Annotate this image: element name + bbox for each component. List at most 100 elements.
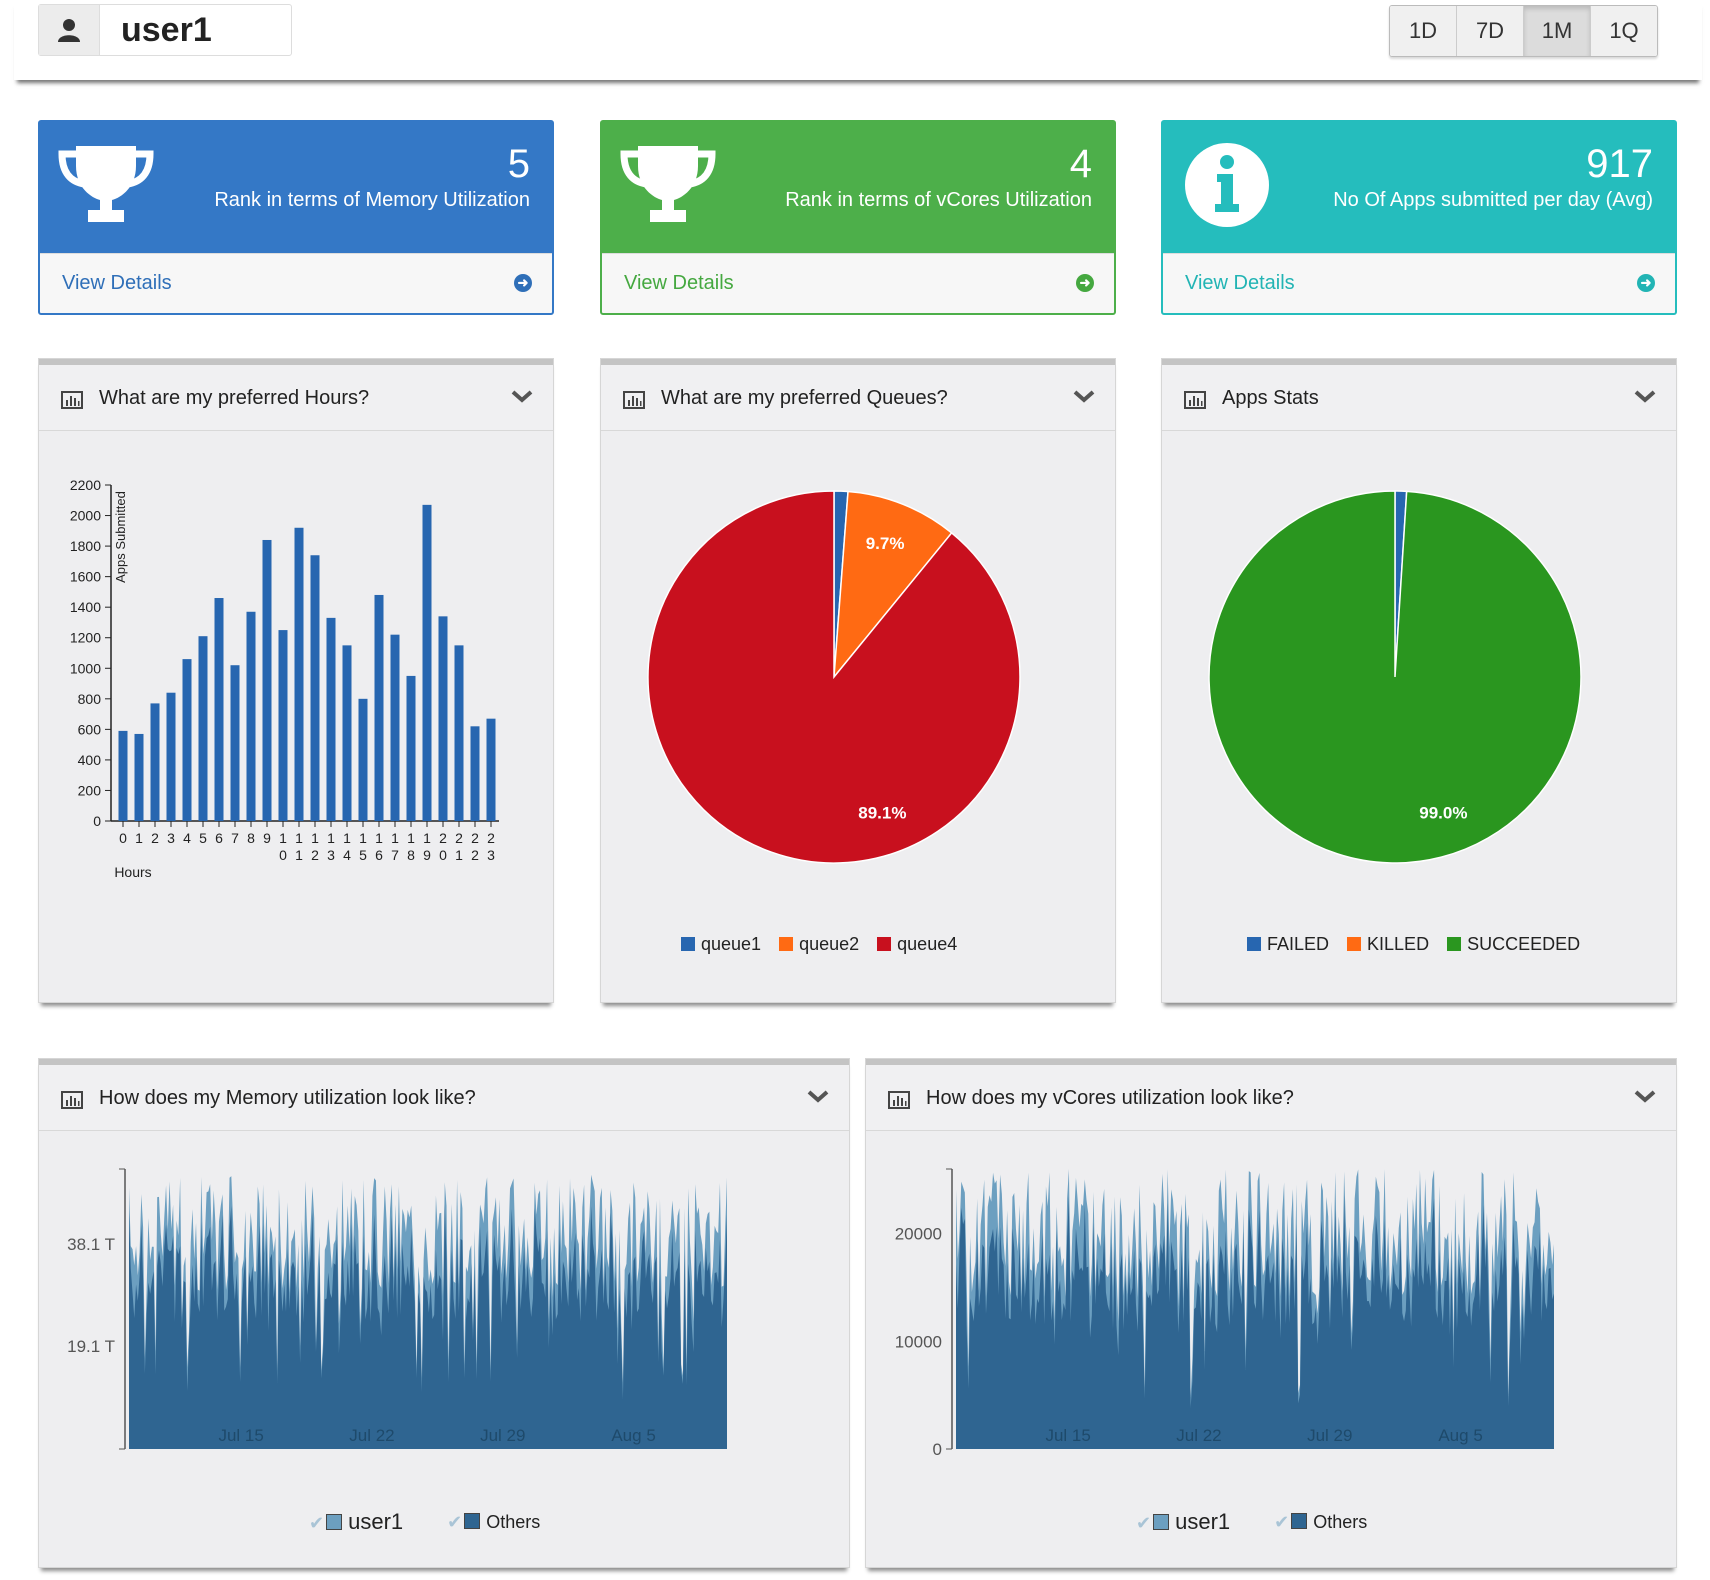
bar bbox=[263, 540, 272, 821]
legend-item[interactable]: ✔ user1 bbox=[1136, 1509, 1230, 1535]
bar-chart-icon bbox=[61, 391, 83, 409]
bar bbox=[295, 528, 304, 821]
x-tick-label: 7 bbox=[231, 830, 239, 846]
y-tick-label: 2000 bbox=[70, 508, 101, 524]
check-icon[interactable]: ✔ bbox=[447, 1512, 462, 1532]
vcores-utilization-panel: How does my vCores utilization look like… bbox=[865, 1058, 1677, 1568]
legend-label: queue1 bbox=[701, 934, 761, 954]
vcores-rank-header: 4 Rank in terms of vCores Utilization bbox=[602, 122, 1114, 253]
apps-per-day-label: No Of Apps submitted per day (Avg) bbox=[1333, 189, 1653, 212]
period-button-1d[interactable]: 1D bbox=[1390, 6, 1457, 56]
memory-rank-value: 5 bbox=[508, 142, 530, 187]
legend-item[interactable]: ✔ Others bbox=[1274, 1512, 1367, 1533]
y-tick-label: 200 bbox=[78, 782, 102, 798]
panel-header: How does my Memory utilization look like… bbox=[39, 1059, 849, 1131]
legend-item[interactable]: ✔ user1 bbox=[309, 1509, 403, 1535]
vcores-rank-footer[interactable]: View Details ➜ bbox=[602, 253, 1114, 313]
bar bbox=[439, 616, 448, 821]
panel-header: What are my preferred Hours? bbox=[39, 359, 553, 431]
bar bbox=[407, 676, 416, 821]
arrow-right-icon[interactable]: ➜ bbox=[1637, 274, 1655, 292]
legend-label: SUCCEEDED bbox=[1467, 934, 1580, 954]
bar-chart-icon bbox=[1184, 391, 1206, 409]
legend-item[interactable]: queue4 bbox=[877, 934, 957, 955]
user-box: user1 bbox=[38, 4, 292, 56]
chevron-down-icon[interactable] bbox=[511, 385, 533, 407]
period-selector: 1D 7D 1M 1Q bbox=[1389, 5, 1658, 57]
legend-item[interactable]: queue1 bbox=[681, 934, 761, 955]
x-tick-label: 8 bbox=[247, 830, 255, 846]
bar bbox=[391, 635, 400, 821]
bar bbox=[311, 555, 320, 821]
queues-legend: queue1 queue2 queue4 bbox=[681, 934, 957, 955]
x-tick-label: 16 bbox=[375, 830, 383, 863]
legend-item[interactable]: FAILED bbox=[1247, 934, 1329, 955]
chevron-down-icon[interactable] bbox=[1634, 1085, 1656, 1107]
check-icon[interactable]: ✔ bbox=[309, 1513, 324, 1533]
pie-label: 99.0% bbox=[1419, 803, 1467, 822]
legend-item[interactable]: KILLED bbox=[1347, 934, 1429, 955]
legend-label: Others bbox=[486, 1512, 540, 1532]
chevron-down-icon[interactable] bbox=[1634, 385, 1656, 407]
legend-item[interactable]: SUCCEEDED bbox=[1447, 934, 1580, 955]
y-axis-label: Apps Submitted bbox=[113, 491, 128, 583]
chevron-down-icon[interactable] bbox=[1073, 385, 1095, 407]
memory-rank-header: 5 Rank in terms of Memory Utilization bbox=[40, 122, 552, 253]
legend-swatch bbox=[1347, 937, 1361, 951]
legend-item[interactable]: ✔ Others bbox=[447, 1512, 540, 1533]
bar bbox=[343, 645, 352, 821]
preferred-queues-panel: What are my preferred Queues? 9.7% 89.1% … bbox=[600, 358, 1116, 1003]
x-tick-label: Jul 15 bbox=[1045, 1426, 1090, 1445]
legend-item[interactable]: queue2 bbox=[779, 934, 859, 955]
apps-per-day-header: 917 No Of Apps submitted per day (Avg) bbox=[1163, 122, 1675, 253]
y-tick-label: 1600 bbox=[70, 569, 101, 585]
check-icon[interactable]: ✔ bbox=[1274, 1512, 1289, 1532]
vcores-rank-label: Rank in terms of vCores Utilization bbox=[785, 189, 1092, 212]
legend-swatch bbox=[1153, 1514, 1169, 1530]
legend-swatch bbox=[877, 937, 891, 951]
check-icon[interactable]: ✔ bbox=[1136, 1513, 1151, 1533]
bar bbox=[471, 726, 480, 821]
y-tick-label: 600 bbox=[78, 721, 102, 737]
trophy-icon bbox=[620, 140, 716, 230]
x-tick-label: Jul 29 bbox=[480, 1426, 525, 1445]
preferred-hours-panel: What are my preferred Hours? 0 200 400 600 8… bbox=[38, 358, 554, 1003]
period-button-7d[interactable]: 7D bbox=[1457, 6, 1524, 56]
legend-label: Others bbox=[1313, 1512, 1367, 1532]
period-button-1q[interactable]: 1Q bbox=[1591, 6, 1657, 56]
pie-label: 9.7% bbox=[866, 534, 905, 553]
period-button-1m[interactable]: 1M bbox=[1524, 6, 1591, 56]
x-tick-label: Jul 15 bbox=[218, 1426, 263, 1445]
apps-per-day-footer[interactable]: View Details ➜ bbox=[1163, 253, 1675, 313]
memory-legend: ✔ user1 ✔ Others bbox=[309, 1509, 540, 1535]
chevron-down-icon[interactable] bbox=[807, 1085, 829, 1107]
x-tick-label: 0 bbox=[119, 830, 127, 846]
apps-stats-panel: Apps Stats 99.0% FAILED KILLED SUCCEEDED bbox=[1161, 358, 1677, 1003]
x-tick-label: 6 bbox=[215, 830, 223, 846]
bar bbox=[119, 731, 128, 821]
arrow-right-icon[interactable]: ➜ bbox=[1076, 274, 1094, 292]
trophy-icon bbox=[58, 140, 154, 230]
x-tick-label: Jul 29 bbox=[1307, 1426, 1352, 1445]
x-tick-label: 3 bbox=[167, 830, 175, 846]
memory-rank-footer[interactable]: View Details ➜ bbox=[40, 253, 552, 313]
view-details-link[interactable]: View Details bbox=[62, 272, 172, 295]
apps-legend: FAILED KILLED SUCCEEDED bbox=[1247, 934, 1580, 955]
y-tick-label: 1400 bbox=[70, 599, 101, 615]
legend-swatch bbox=[464, 1513, 480, 1529]
view-details-link[interactable]: View Details bbox=[624, 272, 734, 295]
x-tick-label: 9 bbox=[263, 830, 271, 846]
arrow-right-icon[interactable]: ➜ bbox=[514, 274, 532, 292]
x-tick-label: 20 bbox=[439, 830, 447, 863]
view-details-link[interactable]: View Details bbox=[1185, 272, 1295, 295]
